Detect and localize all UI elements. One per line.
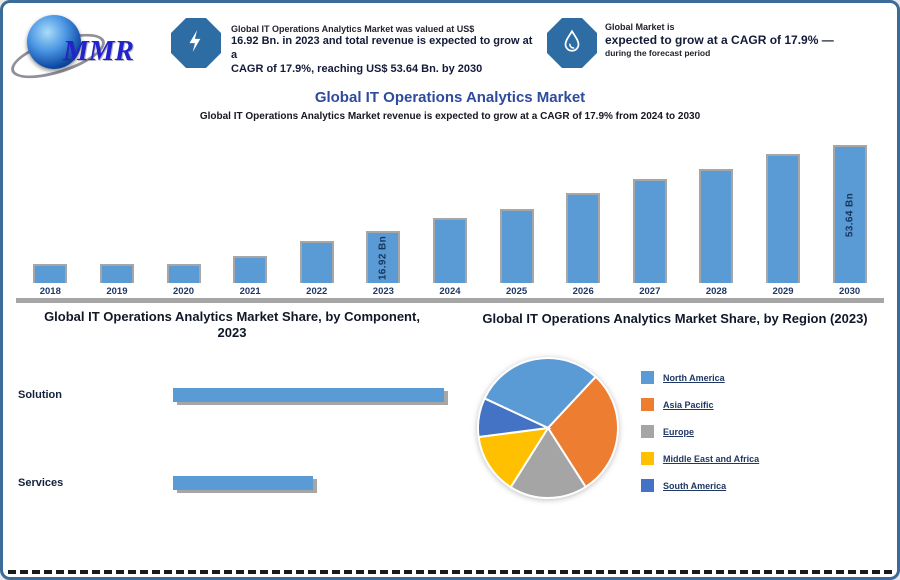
component-bar-chart: Solution Services [18, 387, 454, 563]
component-label: Solution [18, 389, 62, 401]
bar-year-label: 2018 [39, 286, 61, 297]
bar-year-label: 2030 [839, 286, 861, 297]
badge2-line1: Global Market is [605, 22, 675, 32]
bar-column: 2024 [417, 123, 484, 297]
revenue-bar [166, 264, 201, 283]
bar-year-label: 2019 [106, 286, 128, 297]
component-bar [173, 388, 444, 402]
bar-year-label: 2020 [172, 286, 195, 297]
legend-swatch-icon [641, 398, 654, 411]
logo-text: MMR [63, 35, 134, 67]
legend-swatch-icon [641, 479, 654, 492]
revenue-bar [33, 264, 68, 283]
component-row: Services [18, 475, 454, 491]
cagr-badge [547, 18, 597, 68]
component-label: Services [18, 477, 64, 489]
bar-year-label: 2022 [306, 286, 328, 297]
component-row: Solution [18, 387, 454, 403]
bottom-dashed-rule [8, 570, 892, 574]
bar-year-label: 2025 [506, 286, 528, 297]
chart-subtitle: Global IT Operations Analytics Market re… [199, 111, 701, 122]
bar-column: 2028 [683, 123, 750, 297]
market-value-text: Global IT Operations Analytics Market wa… [231, 24, 537, 77]
revenue-bar: 16.92 Bn [366, 231, 401, 283]
legend-label: Asia Pacific [663, 399, 714, 410]
badge1-line3: CAGR of 17.9%, reaching US$ 53.64 Bn. by… [231, 62, 483, 75]
revenue-bar: 53.64 Bn [832, 145, 867, 283]
legend-item: South America [641, 479, 759, 492]
bar-column: 2027 [616, 123, 683, 297]
bar-value-label: 53.64 Bn [844, 192, 856, 238]
legend-item: Asia Pacific [641, 398, 759, 411]
bar-year-label: 2027 [639, 286, 661, 297]
revenue-bar [566, 193, 601, 283]
bar-year-label: 2021 [239, 286, 261, 297]
revenue-bar [632, 179, 667, 283]
bar-year-label: 2029 [772, 286, 794, 297]
badge1-line2: 16.92 Bn. in 2023 and total revenue is e… [231, 35, 533, 61]
mmr-logo: MMR [6, 9, 147, 88]
bar-value-label: 16.92 Bn [377, 235, 389, 281]
bar-year-label: 2023 [372, 286, 394, 297]
bar-year-label: 2024 [439, 286, 461, 297]
bar-column: 2018 [17, 123, 84, 297]
legend-item: North America [641, 371, 759, 384]
region-section-title: Global IT Operations Analytics Market Sh… [482, 311, 868, 326]
bar-column: 2026 [550, 123, 617, 297]
bar-column: 2029 [750, 123, 817, 297]
revenue-bar-chart: 2018 2019 2020 2021 2022 16.92 Bn 2023 2024 2025… [17, 123, 883, 297]
legend-item: Middle East and Africa [641, 452, 759, 465]
revenue-bar [233, 256, 268, 283]
badge2-line2: expected to grow at a CAGR of 17.9% — [605, 33, 834, 48]
revenue-bar [299, 241, 334, 283]
globe-icon [27, 15, 81, 69]
badge2-line3: during the forecast period [605, 48, 711, 59]
revenue-bar [499, 209, 534, 283]
component-title-line2: 2023 [217, 325, 247, 341]
bar-column: 2019 [84, 123, 151, 297]
legend-item: Europe [641, 425, 759, 438]
bar-column: 16.92 Bn 2023 [350, 123, 417, 297]
legend-swatch-icon [641, 452, 654, 465]
chart-title: Global IT Operations Analytics Market [314, 89, 586, 106]
component-title-line1: Global IT Operations Analytics Market Sh… [44, 309, 420, 324]
bar-year-label: 2026 [572, 286, 594, 297]
pie-slice-south-america [477, 397, 552, 439]
pie-slice-middle-east-and-africa [477, 426, 550, 489]
component-bar [173, 476, 313, 490]
bar-column: 2020 [150, 123, 217, 297]
cagr-text: Global Market is expected to grow at a C… [605, 22, 887, 59]
pie-svg [477, 357, 619, 499]
legend-label: Europe [663, 426, 695, 437]
badge1-line1: Global IT Operations Analytics Market wa… [231, 24, 475, 34]
lightning-bolt-icon [183, 28, 209, 59]
legend-swatch-icon [641, 371, 654, 384]
revenue-bar [99, 264, 134, 283]
legend-label: South America [663, 480, 727, 491]
bar-column: 2021 [217, 123, 284, 297]
revenue-bar [766, 154, 800, 283]
region-pie-chart [471, 351, 625, 505]
value-badge [171, 18, 221, 68]
revenue-bar [699, 169, 734, 283]
bar-column: 2022 [283, 123, 350, 297]
section-divider [16, 298, 884, 303]
water-droplet-icon [559, 28, 585, 59]
legend-label: North America [663, 372, 725, 383]
legend-label: Middle East and Africa [663, 453, 760, 464]
bar-column: 53.64 Bn 2030 [816, 123, 883, 297]
bar-year-label: 2028 [705, 286, 727, 297]
bar-column: 2025 [483, 123, 550, 297]
revenue-bar [432, 218, 467, 283]
component-section-title: Global IT Operations Analytics Market Sh… [11, 309, 453, 342]
pie-legend: North America Asia Pacific Europe Middle Ea… [641, 371, 759, 506]
pie-slice-asia-pacific [546, 375, 619, 489]
pie-slice-europe [509, 426, 588, 499]
legend-swatch-icon [641, 425, 654, 438]
